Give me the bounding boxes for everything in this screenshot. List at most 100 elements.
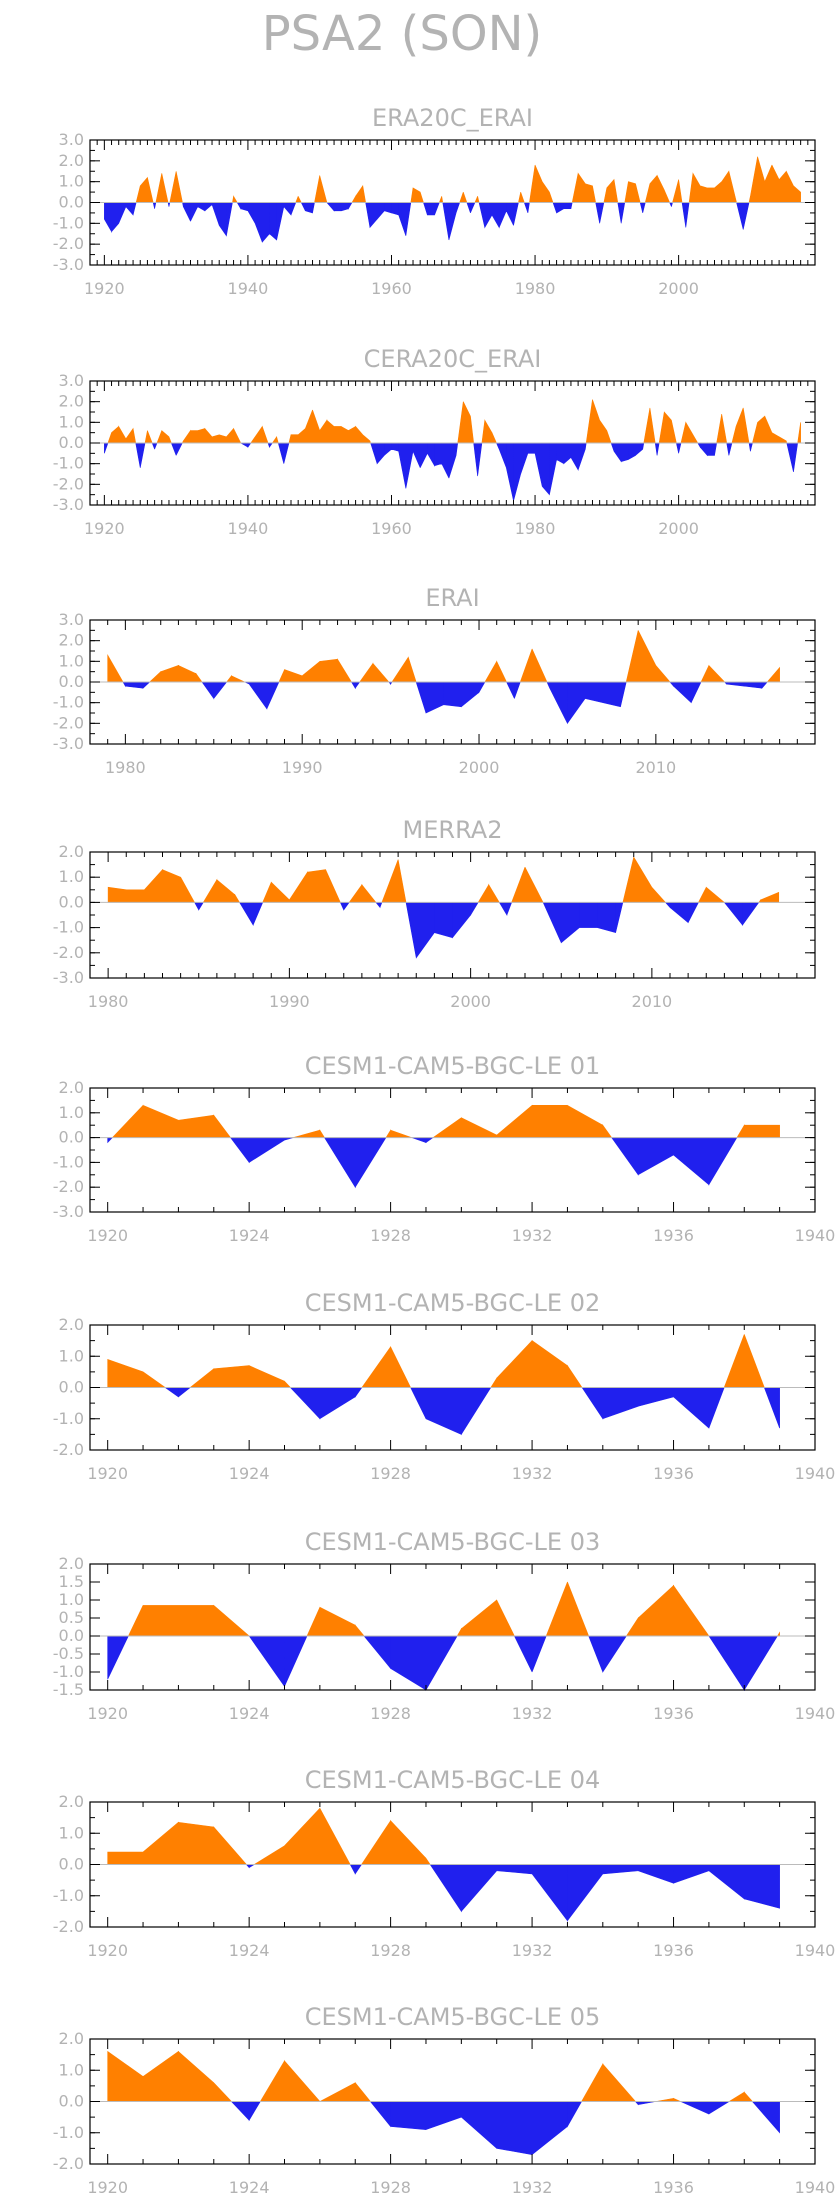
x-tick-label: 1940 — [795, 1704, 836, 1723]
positive-area — [107, 1807, 431, 1865]
panel-title: CESM1-CAM5-BGC-LE 05 — [305, 2003, 601, 2031]
x-tick-label: 1936 — [653, 2178, 694, 2197]
y-tick-label: 3.0 — [59, 610, 84, 629]
positive-area — [107, 855, 780, 903]
y-tick-label: 0.0 — [59, 1855, 84, 1874]
negative-area — [230, 2101, 780, 2156]
x-tick-label: 2000 — [459, 758, 500, 777]
panel-title: CESM1-CAM5-BGC-LE 02 — [305, 1289, 601, 1317]
y-tick-label: 0.0 — [59, 433, 84, 452]
y-tick-label: 2.0 — [59, 1315, 84, 1334]
x-tick-label: 1960 — [371, 279, 412, 298]
x-tick-label: 1920 — [87, 1464, 128, 1483]
y-tick-label: -3.0 — [53, 495, 84, 514]
x-tick-label: 1928 — [370, 1704, 411, 1723]
x-tick-label: 1960 — [371, 519, 412, 538]
y-tick-label: -2.0 — [53, 1917, 84, 1936]
y-tick-label: -3.0 — [53, 968, 84, 987]
y-tick-label: -3.0 — [53, 1202, 84, 1221]
y-tick-label: 1.0 — [59, 867, 84, 886]
x-tick-label: 1940 — [795, 1464, 836, 1483]
y-tick-label: -1.0 — [53, 454, 84, 473]
positive-area — [107, 1334, 765, 1388]
x-tick-label: 1980 — [105, 758, 146, 777]
y-tick-label: -2.0 — [53, 2154, 84, 2173]
y-tick-label: -1.0 — [53, 1886, 84, 1905]
figure-title: PSA2 (SON) — [262, 6, 543, 62]
y-tick-label: 0.0 — [59, 1378, 84, 1397]
x-tick-label: 1936 — [653, 1464, 694, 1483]
x-tick-label: 1936 — [653, 1226, 694, 1245]
panel-title: ERAI — [425, 584, 479, 612]
x-tick-label: 1940 — [228, 519, 269, 538]
y-tick-label: -1.0 — [53, 1662, 84, 1681]
y-tick-label: 0.0 — [59, 1128, 84, 1147]
y-tick-label: -2.0 — [53, 943, 84, 962]
y-tick-label: 2.0 — [59, 1792, 84, 1811]
y-tick-label: 0.0 — [59, 193, 84, 212]
y-tick-label: 1.0 — [59, 1103, 84, 1122]
x-tick-label: 1924 — [229, 1464, 270, 1483]
y-tick-label: -2.0 — [53, 1177, 84, 1196]
panel-title: ERA20C_ERAI — [372, 104, 533, 132]
x-tick-label: 2000 — [658, 279, 699, 298]
x-tick-label: 1920 — [84, 519, 125, 538]
x-tick-label: 1924 — [229, 1704, 270, 1723]
x-tick-label: 1990 — [282, 758, 323, 777]
x-tick-label: 1920 — [84, 279, 125, 298]
y-tick-label: 1.0 — [59, 2060, 84, 2079]
negative-area — [107, 1635, 778, 1692]
y-tick-label: 1.0 — [59, 1346, 84, 1365]
y-tick-label: -0.5 — [53, 1644, 84, 1663]
y-tick-label: 2.0 — [59, 1078, 84, 1097]
x-tick-label: 1920 — [87, 1704, 128, 1723]
negative-area — [164, 1387, 780, 1436]
y-tick-label: 1.0 — [59, 1823, 84, 1842]
y-tick-label: 1.5 — [59, 1572, 84, 1591]
y-tick-label: -1.0 — [53, 1152, 84, 1171]
negative-area — [107, 1137, 738, 1189]
y-tick-label: -2.0 — [53, 1440, 84, 1459]
y-tick-label: 2.0 — [59, 631, 84, 650]
positive-area — [107, 399, 801, 444]
y-tick-label: -1.0 — [53, 693, 84, 712]
y-tick-label: 2.0 — [59, 392, 84, 411]
x-tick-label: 1936 — [653, 1704, 694, 1723]
y-tick-label: -1.0 — [53, 213, 84, 232]
y-tick-label: 2.0 — [59, 151, 84, 170]
x-tick-label: 1940 — [795, 1941, 836, 1960]
x-tick-label: 1924 — [229, 2178, 270, 2197]
y-tick-label: 1.0 — [59, 1590, 84, 1609]
y-tick-label: -2.0 — [53, 474, 84, 493]
x-tick-label: 1980 — [515, 519, 556, 538]
y-tick-label: -2.0 — [53, 234, 84, 253]
x-tick-label: 1990 — [269, 992, 310, 1011]
positive-area — [107, 2050, 754, 2102]
positive-area — [127, 1581, 780, 1637]
negative-area — [194, 902, 760, 959]
x-tick-label: 1924 — [229, 1226, 270, 1245]
y-tick-label: 2.0 — [59, 1554, 84, 1573]
y-tick-label: -1.0 — [53, 1409, 84, 1428]
x-tick-label: 1932 — [512, 1941, 553, 1960]
panel-title: CESM1-CAM5-BGC-LE 04 — [305, 1766, 601, 1794]
negative-area — [104, 202, 750, 243]
y-tick-label: -1.0 — [53, 918, 84, 937]
x-tick-label: 1936 — [653, 1941, 694, 1960]
y-tick-label: 0.0 — [59, 892, 84, 911]
negative-area — [122, 681, 768, 725]
x-tick-label: 1932 — [512, 1226, 553, 1245]
x-tick-label: 1920 — [87, 1941, 128, 1960]
x-tick-label: 2010 — [635, 758, 676, 777]
y-tick-label: 0.5 — [59, 1608, 84, 1627]
x-tick-label: 1928 — [370, 1464, 411, 1483]
x-tick-label: 1980 — [88, 992, 129, 1011]
y-tick-label: 0.0 — [59, 672, 84, 691]
x-tick-label: 1932 — [512, 1704, 553, 1723]
negative-area — [104, 442, 798, 501]
